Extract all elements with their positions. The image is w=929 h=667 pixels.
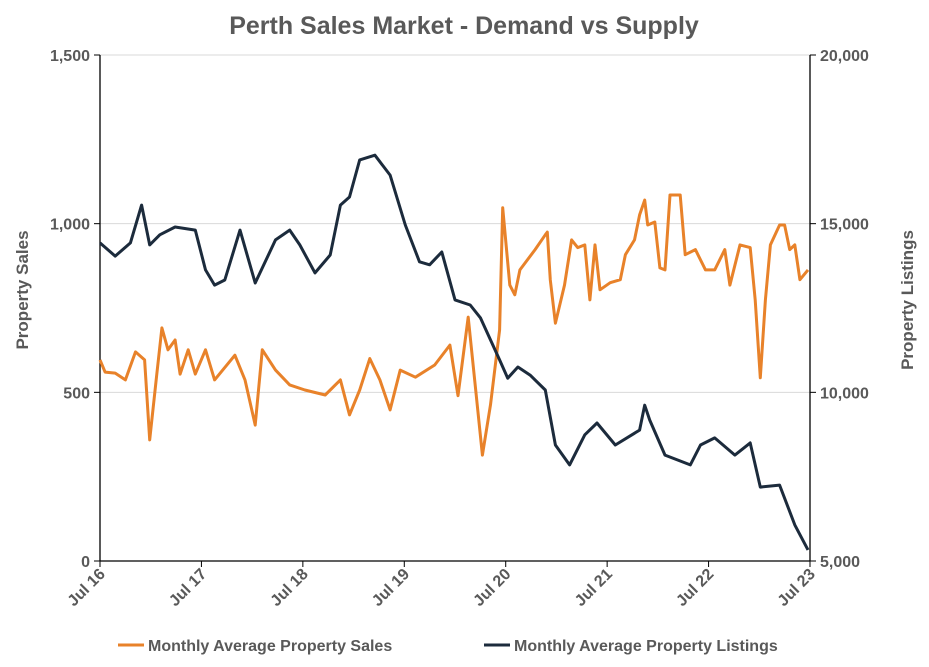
legend: Monthly Average Property Sales Monthly A… — [118, 638, 778, 655]
x-tick-label: Jul 21 — [572, 566, 616, 610]
x-tick-label: Jul 20 — [470, 566, 514, 610]
y2-tick-label: 5,000 — [820, 554, 860, 571]
series-lines — [98, 153, 810, 551]
y2-tick-label: 10,000 — [820, 385, 869, 402]
x-tick-label: Jul 22 — [673, 566, 717, 610]
x-tick-label: Jul 18 — [268, 566, 312, 610]
y2-axis-label: Property Listings — [898, 230, 917, 370]
y2-tick-label: 15,000 — [820, 217, 869, 234]
x-tick-label: Jul 17 — [166, 566, 210, 610]
listings-line — [99, 153, 810, 551]
y-tick-label: 1,500 — [50, 48, 90, 65]
x-tick-label: Jul 19 — [369, 566, 413, 610]
y-axis-label: Property Sales — [13, 230, 32, 349]
sales-line — [98, 193, 810, 457]
y-tick-label: 500 — [63, 385, 90, 402]
y2-tick-label: 20,000 — [820, 48, 869, 65]
gridlines — [100, 54, 810, 393]
legend-label-sales: Monthly Average Property Sales — [148, 638, 392, 655]
y-tick-label: 1,000 — [50, 217, 90, 234]
legend-label-listings: Monthly Average Property Listings — [514, 638, 778, 655]
axes: 0 500 1,000 1,500 5,000 10,000 15,000 20,000 Jul… — [50, 48, 869, 610]
x-tick-label: Jul 23 — [775, 566, 819, 610]
y-tick-label: 0 — [81, 554, 90, 571]
chart-title: Perth Sales Market - Demand vs Supply — [229, 12, 699, 40]
x-tick-label: Jul 16 — [65, 566, 109, 610]
